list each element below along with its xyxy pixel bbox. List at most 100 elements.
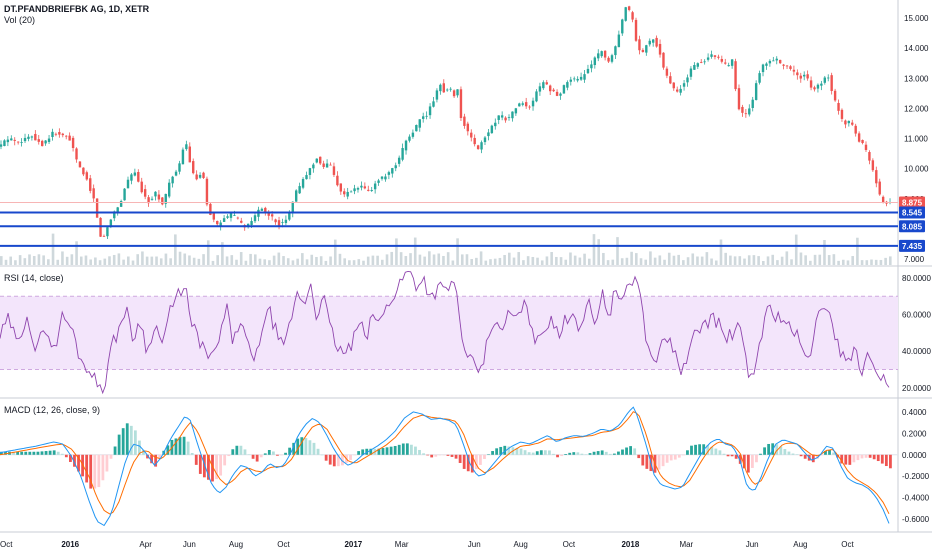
candle-body <box>133 172 137 176</box>
volume-bar <box>498 257 502 265</box>
candle-body <box>126 179 130 189</box>
volume-bar <box>700 256 704 265</box>
candle-body <box>188 146 191 163</box>
volume-bar <box>70 254 74 265</box>
volume-bar <box>719 239 723 265</box>
volume-bar <box>870 259 873 265</box>
macd-tick-label: 0.2000 <box>902 429 927 438</box>
candle-body <box>765 63 768 66</box>
volume-bar <box>493 258 497 265</box>
volume-bar <box>145 256 149 265</box>
macd-histogram-bar <box>763 447 766 455</box>
candle-body <box>216 220 219 225</box>
candle-body <box>837 102 840 111</box>
volume-bar <box>667 252 671 265</box>
macd-histogram-bar <box>779 446 783 455</box>
candle-body <box>689 68 693 77</box>
volume-bar <box>51 233 55 265</box>
candle-body <box>566 82 569 88</box>
volume-bar <box>112 254 116 265</box>
candle-body <box>470 132 473 138</box>
volume-bar <box>371 255 375 265</box>
macd-pane[interactable]: 0.4000 0.2000 0.0000 -0.2000 -0.4000 -0.6000 <box>0 406 930 527</box>
candle-body <box>603 50 607 58</box>
candle-body <box>473 137 476 145</box>
candle-body <box>401 148 404 160</box>
candle-body <box>442 83 445 93</box>
candle-body <box>346 191 349 197</box>
candle-body <box>253 215 257 222</box>
candle-body <box>58 132 61 135</box>
candle-body <box>16 141 20 143</box>
volume-bar <box>42 255 45 265</box>
candle-body <box>154 191 157 197</box>
macd-histogram-bar <box>608 453 612 455</box>
macd-histogram-bar <box>320 454 324 456</box>
time-tick-label: Oct <box>277 540 290 549</box>
macd-histogram-bar <box>539 450 543 455</box>
candle-body <box>267 213 270 216</box>
candle-body <box>68 135 71 141</box>
level-price-tag <box>899 239 925 252</box>
volume-bar <box>545 256 549 265</box>
rsi-line[interactable] <box>0 270 890 395</box>
volume-bar <box>254 254 257 265</box>
candle-body <box>47 138 51 142</box>
volume-bar <box>762 260 765 265</box>
candle-body <box>672 82 675 89</box>
candle-body <box>706 57 710 60</box>
candle-body <box>483 137 487 143</box>
macd-histogram-bar <box>462 454 466 469</box>
volume-bar <box>856 237 859 265</box>
volume-bar <box>743 258 746 265</box>
candle-body <box>95 198 99 218</box>
volume-bar <box>75 241 78 265</box>
macd-histogram-bar <box>190 452 194 455</box>
volume-bar <box>230 255 234 265</box>
volume-bar <box>536 257 539 265</box>
macd-histogram-bar <box>621 449 624 455</box>
volume-bar <box>790 259 793 265</box>
candle-body <box>308 168 312 175</box>
candle-body <box>23 137 27 142</box>
candle-body <box>130 174 133 181</box>
time-tick-label: 2017 <box>344 540 362 549</box>
macd-histogram-bar <box>64 454 68 458</box>
macd-histogram-bar <box>799 454 803 457</box>
macd-histogram-bar <box>454 454 458 459</box>
macd-line[interactable] <box>0 406 890 527</box>
volume-bar <box>818 254 822 265</box>
candle-body <box>363 186 367 189</box>
macd-histogram-bar <box>186 441 190 455</box>
volume-bar <box>837 260 840 265</box>
rsi-pane[interactable]: 20.0000 40.0000 60.0000 80.0000 <box>0 270 931 395</box>
candle-body <box>559 93 562 96</box>
candle-body <box>758 73 761 83</box>
candle-body <box>3 140 6 147</box>
macd-histogram-bar <box>564 454 568 455</box>
volume-bar <box>649 251 652 265</box>
volume-bar <box>573 255 577 265</box>
macd-histogram-bar <box>868 454 872 458</box>
candle-body <box>669 76 672 84</box>
candle-body <box>579 76 583 80</box>
volume-bar <box>564 259 568 265</box>
volume-bar <box>352 260 356 265</box>
macd-histogram-bar <box>312 442 316 455</box>
volume-bar <box>150 256 154 265</box>
candle-body <box>875 170 878 184</box>
volume-bar <box>225 256 229 265</box>
volume-bar <box>733 256 737 265</box>
candle-body <box>531 100 535 107</box>
candle-body <box>51 131 54 138</box>
volume-bar <box>395 238 398 265</box>
macd-signal-line[interactable] <box>0 411 890 515</box>
macd-histogram-bar <box>458 454 462 463</box>
macd-histogram-bar <box>767 443 771 455</box>
candle-body <box>741 106 744 113</box>
macd-histogram-bar <box>284 452 287 455</box>
candle-body <box>744 113 748 115</box>
volume-bar <box>644 259 648 265</box>
price-pane[interactable]: 7.0008.0009.00010.00011.00012.00013.0001… <box>0 5 929 265</box>
candle-body <box>593 57 597 66</box>
